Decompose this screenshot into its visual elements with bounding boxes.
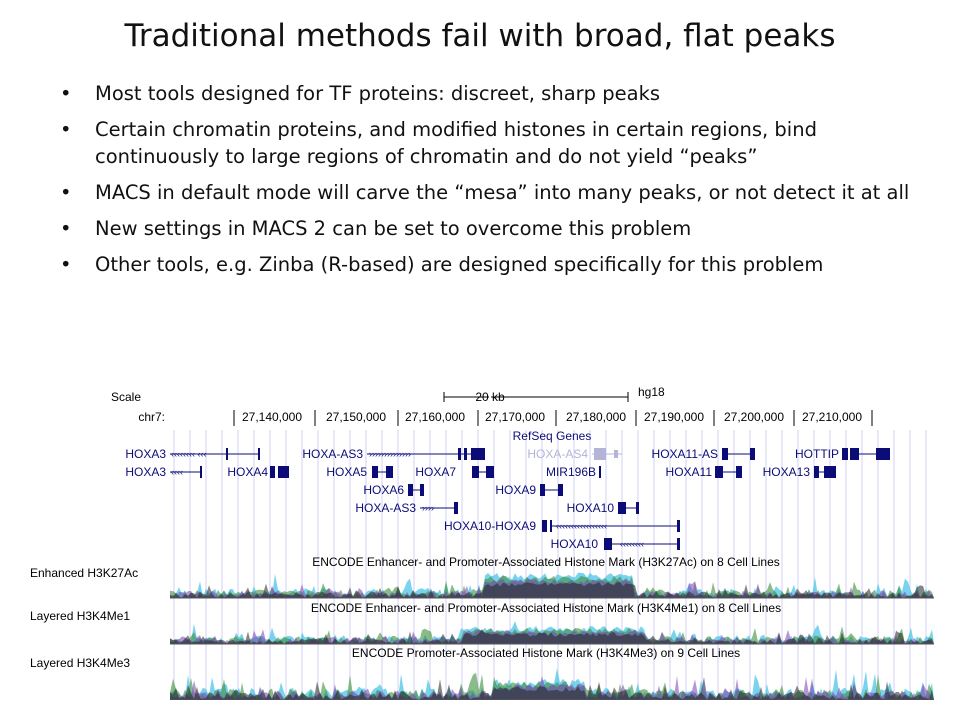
genome-browser-svg: Scale 20 kb hg18 chr7: 27,140,000 27,150… [30, 385, 934, 700]
gene-label: HOXA-AS4 [527, 447, 588, 461]
gene-label: HOXA4 [227, 465, 268, 479]
bullet-item: MACS in default mode will carve the “mes… [60, 179, 940, 206]
coordinate-axis: 27,140,000 27,150,000 27,160,000 27,170,… [233, 410, 873, 426]
strand-arrows: ‹‹‹‹‹‹‹‹‹‹‹‹‹‹‹‹‹ [556, 521, 607, 531]
track-title-h3k4me3: ENCODE Promoter-Associated Histone Mark … [352, 646, 740, 660]
gene-label: HOXA6 [363, 483, 404, 497]
gene-label: MIR196B [546, 465, 596, 479]
gene-label: HOXA11-AS [652, 447, 718, 461]
track-title-h3k4me1: ENCODE Enhancer- and Promoter-Associated… [311, 601, 781, 615]
chrom-label: chr7: [138, 410, 165, 424]
genome-browser-image: Scale 20 kb hg18 chr7: 27,140,000 27,150… [24, 382, 936, 700]
track-label-h3k4me3: Layered H3K4Me3 [30, 656, 130, 670]
strand-arrows: ‹‹‹‹‹‹‹‹ [620, 539, 644, 549]
coord-label: 27,170,000 [485, 410, 545, 424]
gene-label: HOXA3 [125, 465, 166, 479]
bullet-item: Certain chromatin proteins, and modified… [60, 116, 940, 170]
gene-label: HOXA-AS3 [355, 501, 416, 515]
coord-label: 27,160,000 [405, 410, 465, 424]
gene-label: HOXA3 [125, 447, 166, 461]
coord-label: 27,180,000 [566, 410, 626, 424]
histone-signal-tracks [170, 572, 934, 700]
gene-label: HOXA9 [495, 483, 536, 497]
grid-lines [173, 430, 927, 700]
strand-arrows: ‹‹‹‹ [171, 467, 183, 477]
histone-track-band [170, 572, 934, 599]
slide-title: Traditional methods fail with broad, fla… [124, 18, 836, 54]
bullet-item: Other tools, e.g. Zinba (R-based) are de… [60, 251, 940, 278]
gene-label: HOXA-AS3 [302, 447, 363, 461]
gene-label: HOXA10 [551, 537, 599, 551]
gene-label: HOXA11 [666, 465, 713, 479]
bullet-item: Most tools designed for TF proteins: dis… [60, 80, 940, 107]
track-label-h3k27ac: Enhanced H3K27Ac [30, 566, 138, 580]
histone-track-band [170, 621, 934, 645]
assembly-label: hg18 [638, 385, 665, 399]
coord-label: 27,150,000 [326, 410, 386, 424]
coord-label: 27,140,000 [242, 410, 302, 424]
histone-track-band [170, 668, 934, 700]
gene-label: HOXA10-HOXA9 [444, 519, 536, 533]
scale-value: 20 kb [475, 390, 505, 404]
refseq-genes: HOXA3 ‹‹‹‹‹‹‹‹ ‹‹‹ HOXA-AS3 ››››››››››››… [125, 447, 890, 551]
bullet-list: Most tools designed for TF proteins: dis… [60, 80, 940, 287]
strand-arrows: ›››››››››››››› [369, 449, 411, 459]
gene-label: HOXA5 [326, 465, 367, 479]
coord-label: 27,190,000 [644, 410, 704, 424]
scale-label: Scale [111, 390, 141, 404]
strand-arrows: ‹‹‹‹‹‹‹‹ ‹‹‹ [171, 449, 206, 459]
track-title-h3k27ac: ENCODE Enhancer- and Promoter-Associated… [312, 555, 780, 569]
refseq-track-title: RefSeq Genes [513, 429, 592, 443]
gene-label: HOXA13 [763, 465, 811, 479]
track-label-h3k4me1: Layered H3K4Me1 [30, 609, 130, 623]
gene-label: HOXA10 [567, 501, 615, 515]
strand-arrows: ›››› [422, 503, 434, 513]
gene-label: HOXA7 [415, 465, 456, 479]
bullet-item: New settings in MACS 2 can be set to ove… [60, 215, 940, 242]
gene-label: HOTTIP [795, 447, 839, 461]
coord-label: 27,200,000 [724, 410, 784, 424]
coord-label: 27,210,000 [802, 410, 862, 424]
